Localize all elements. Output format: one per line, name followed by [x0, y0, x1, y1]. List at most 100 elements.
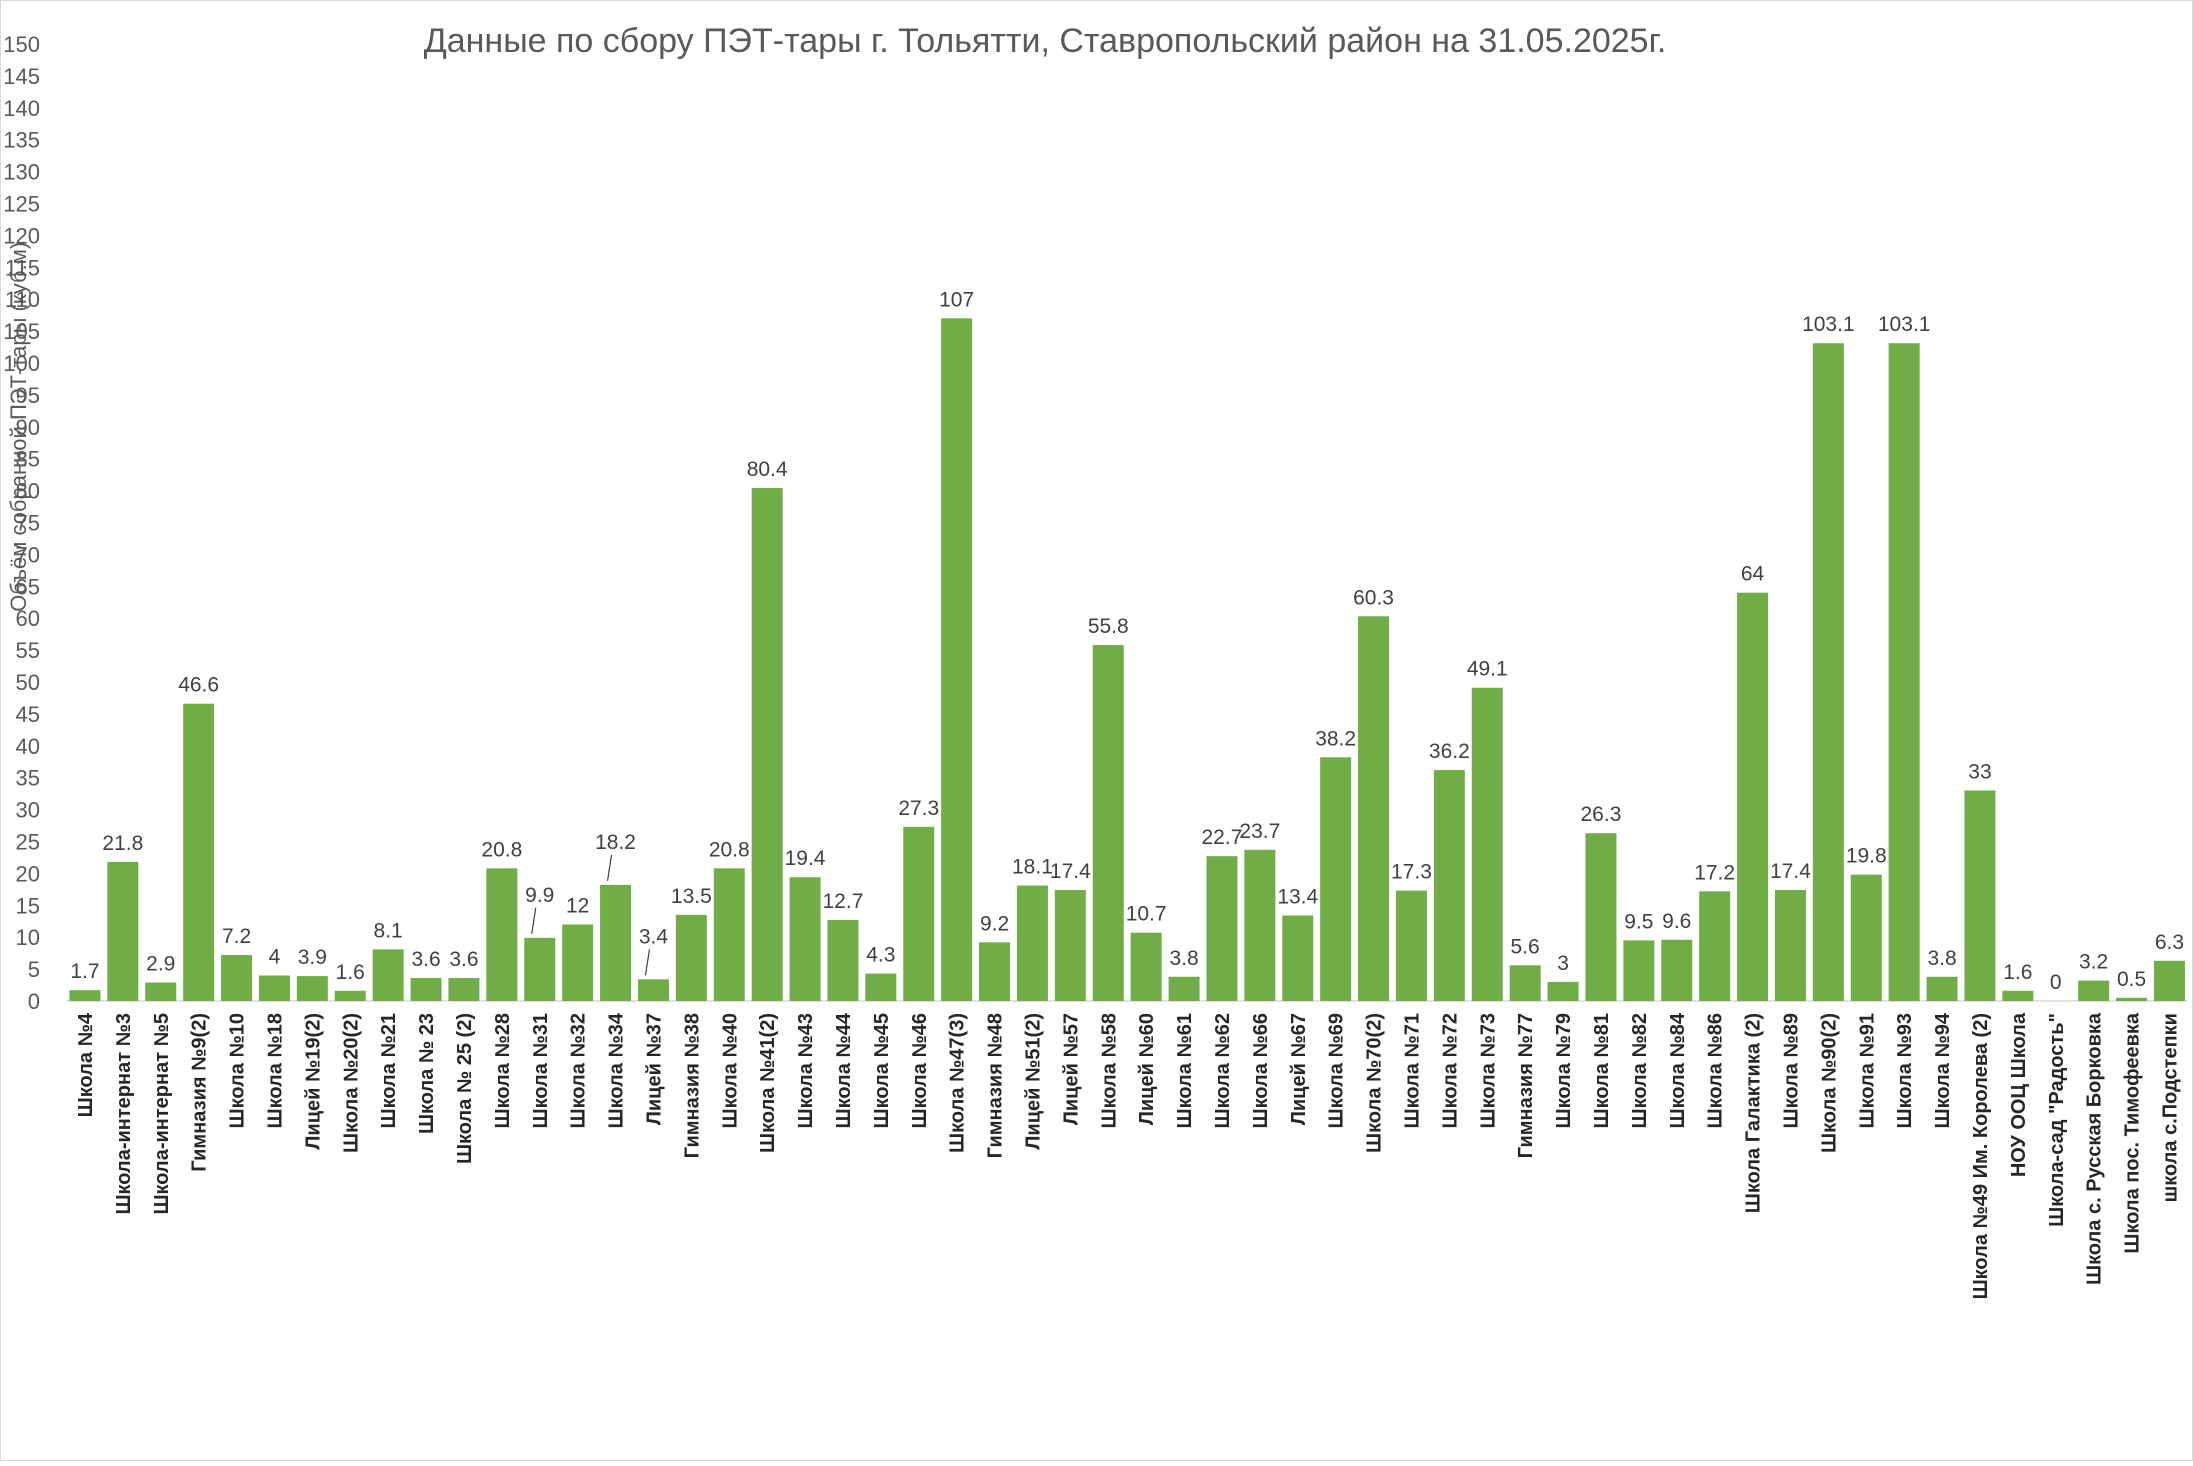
category-label: Школа № 25 (2)	[454, 1013, 476, 1164]
category-label: Школа-интернат №5	[151, 1013, 173, 1215]
y-tick-label: 140	[3, 96, 40, 121]
bar	[1282, 915, 1314, 1001]
bar	[2002, 990, 2034, 1001]
data-label: 103.1	[1878, 313, 1931, 336]
bar	[448, 978, 480, 1001]
bar	[1623, 940, 1655, 1001]
bar	[145, 982, 177, 1001]
bar	[524, 937, 556, 1001]
y-tick-label: 65	[16, 574, 40, 599]
data-label: 0	[2050, 971, 2062, 994]
bar	[751, 488, 783, 1002]
category-label: Школа №40	[719, 1013, 741, 1129]
chart-title: Данные по сбору ПЭТ-тары г. Тольятти, Ст…	[424, 22, 1667, 60]
data-label: 3.2	[2079, 951, 2108, 974]
bar	[1699, 891, 1731, 1001]
category-label: Школа №43	[795, 1013, 817, 1129]
y-tick-label: 100	[3, 351, 40, 376]
data-label: 21.8	[102, 832, 143, 855]
data-label: 3.6	[449, 948, 478, 971]
y-tick-label: 115	[5, 255, 40, 280]
category-label: Лицей №19(2)	[302, 1013, 324, 1150]
category-labels: Школа №4 Школа-интернат №3 Школа-интернат …	[75, 1012, 2181, 1299]
category-label: Школа №84	[1667, 1012, 1689, 1128]
category-label: Лицей №60	[1136, 1013, 1158, 1125]
category-label: Школа №45	[871, 1013, 893, 1129]
bar	[637, 979, 669, 1001]
category-label: Школа №70(2)	[1364, 1013, 1386, 1153]
bar	[600, 884, 632, 1001]
bar	[1888, 343, 1920, 1001]
data-label: 3.9	[298, 946, 327, 969]
category-label: Школа №31	[530, 1013, 552, 1129]
bar	[1395, 890, 1427, 1001]
y-tick-label: 25	[16, 830, 40, 855]
bar	[1016, 885, 1048, 1001]
data-label: 18.1	[1012, 856, 1053, 879]
data-label: 4.3	[866, 944, 895, 967]
bar	[221, 955, 253, 1001]
data-label: 19.4	[785, 847, 826, 870]
bar	[1471, 687, 1503, 1001]
data-label: 6.3	[2155, 931, 2184, 954]
data-label: 60.3	[1353, 586, 1394, 609]
category-label: Школа Галактика (2)	[1743, 1013, 1765, 1213]
category-label: Школа №91	[1856, 1013, 1878, 1129]
category-label: Школа №93	[1894, 1013, 1916, 1129]
bar	[1926, 976, 1958, 1001]
bar	[410, 978, 442, 1001]
bar	[1509, 965, 1541, 1001]
category-label: Школа №71	[1401, 1013, 1423, 1129]
y-tick-label: 70	[16, 542, 40, 567]
data-label: 4	[269, 945, 281, 968]
category-label: Школа №69	[1326, 1013, 1348, 1129]
data-label: 55.8	[1088, 615, 1129, 638]
category-label: Школа №86	[1705, 1013, 1727, 1129]
bar	[1661, 939, 1693, 1001]
category-label: Лицей №51(2)	[1022, 1013, 1044, 1150]
bar	[296, 976, 328, 1001]
bar	[1850, 874, 1882, 1001]
category-label: Гимназия №77	[1515, 1013, 1537, 1158]
y-axis-label: Объём собранной ПЭТ-тары (куб.м)	[6, 242, 31, 612]
data-label: 36.2	[1429, 740, 1470, 763]
bar	[1585, 833, 1617, 1001]
data-labels: 1.721.82.946.67.24 3.91.68.13.6 3.620.89.9…	[70, 288, 2184, 994]
data-label: 10.7	[1126, 903, 1167, 926]
category-label: Школа №73	[1477, 1013, 1499, 1129]
data-label: 17.4	[1770, 860, 1811, 883]
category-label: Школа №89	[1780, 1013, 1802, 1129]
bar	[334, 990, 366, 1001]
category-label: Школа №81	[1591, 1013, 1613, 1129]
bar	[1547, 981, 1579, 1001]
data-label: 7.2	[222, 925, 251, 948]
bar	[1358, 616, 1390, 1001]
bar	[1964, 790, 1996, 1001]
category-label: Школа №58	[1098, 1013, 1120, 1129]
data-label: 18.2	[595, 831, 636, 854]
bar	[1130, 932, 1162, 1001]
data-label: 38.2	[1315, 727, 1356, 750]
category-label: Школа №10	[227, 1013, 249, 1129]
data-label: 1.6	[2003, 961, 2032, 984]
data-label: 26.3	[1581, 803, 1622, 826]
y-tick-label: 90	[16, 415, 40, 440]
category-label: Гимназия №38	[681, 1013, 703, 1158]
category-label: Гимназия №48	[985, 1013, 1007, 1158]
data-label: 3	[1557, 952, 1569, 975]
category-label: Школа №61	[1174, 1013, 1196, 1129]
leader-lines	[531, 854, 651, 976]
y-tick-label: 55	[16, 638, 40, 663]
data-label: 17.3	[1391, 861, 1432, 884]
data-label: 2.9	[146, 952, 175, 975]
category-label: Гимназия №9(2)	[189, 1013, 211, 1172]
data-label: 46.6	[178, 674, 219, 697]
bar	[1812, 343, 1844, 1001]
bar	[903, 826, 935, 1001]
category-label: Школа-сад "Радость"	[2046, 1013, 2068, 1227]
y-tick-label: 50	[16, 670, 40, 695]
category-label: Школа-интернат №3	[113, 1013, 135, 1215]
data-label: 9.2	[980, 912, 1009, 935]
category-label: Школа №47(3)	[947, 1013, 969, 1153]
bar	[865, 973, 897, 1001]
